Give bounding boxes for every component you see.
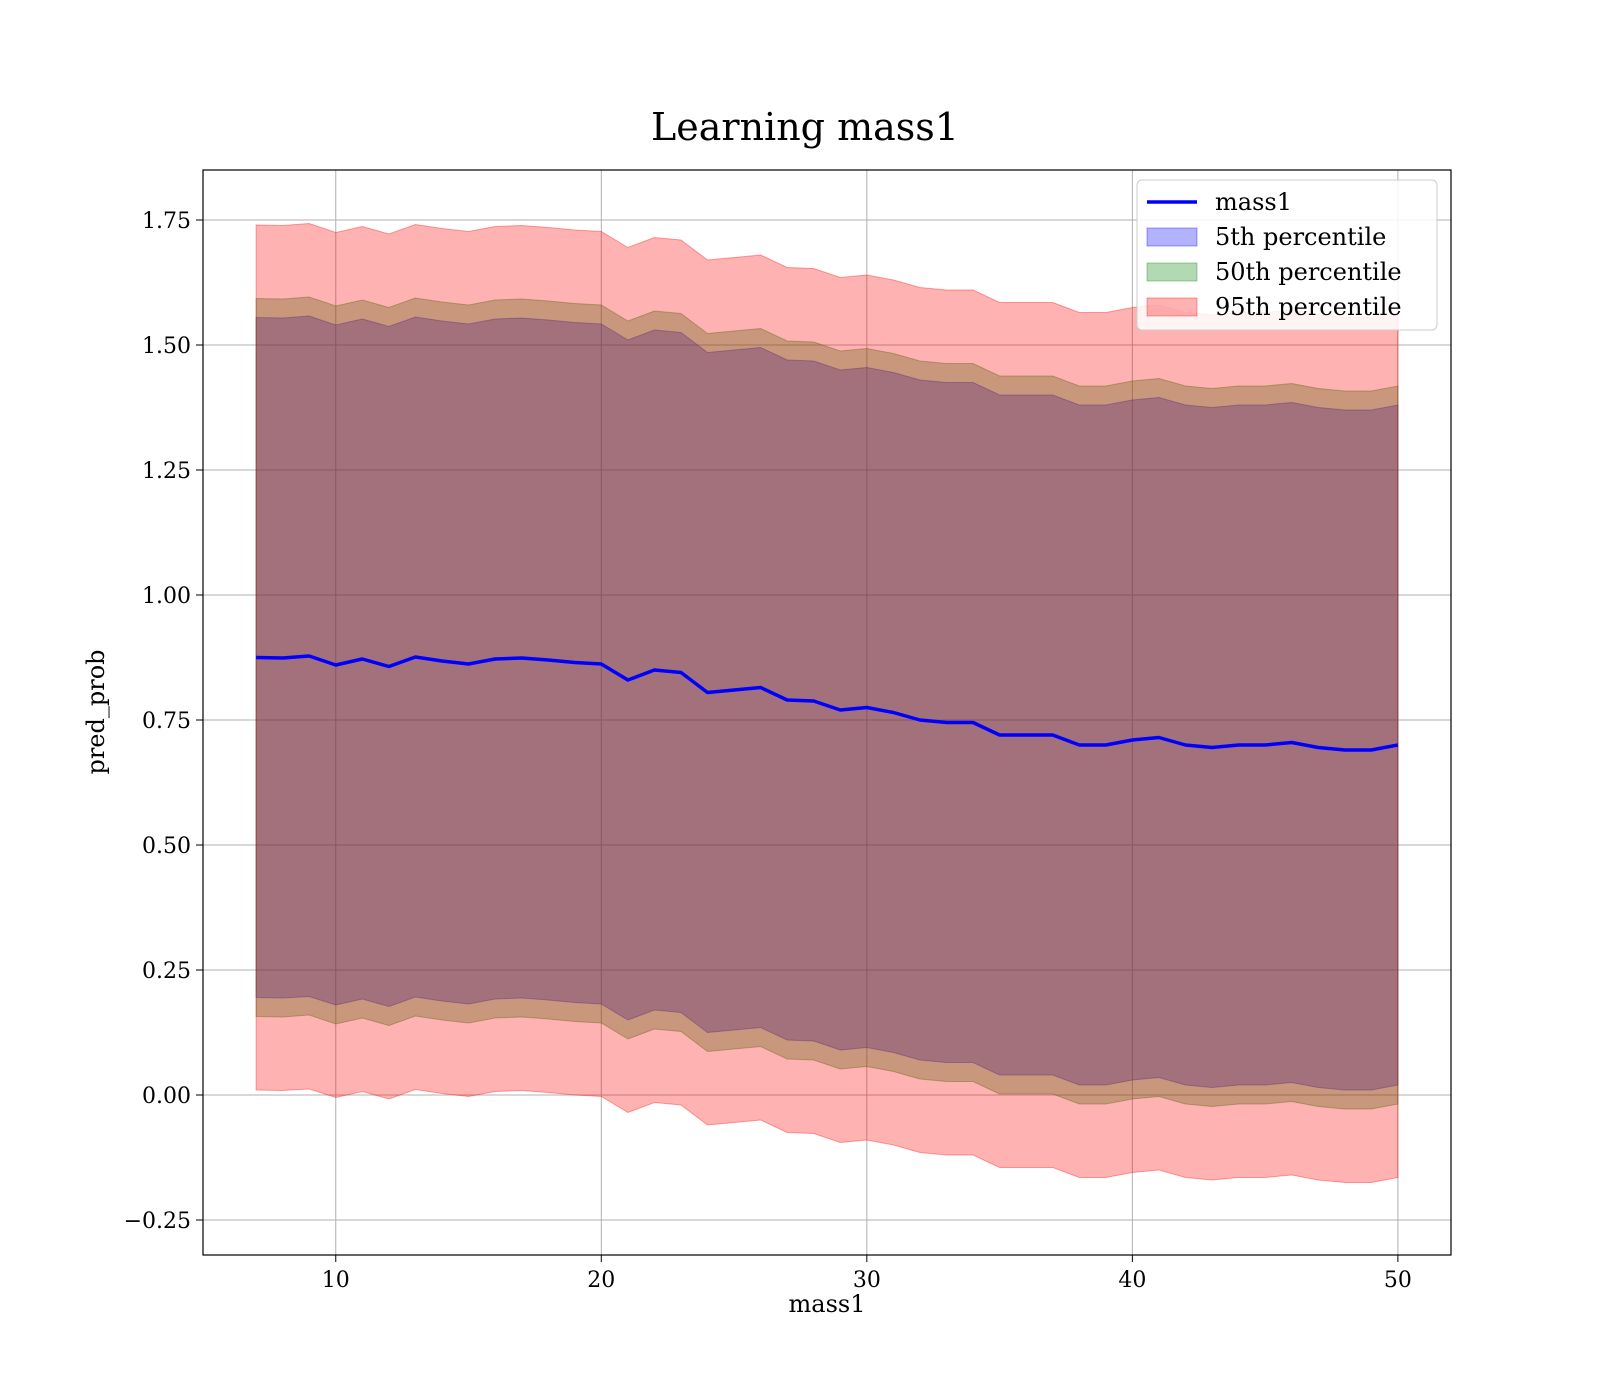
bands: [255, 222, 1399, 1183]
legend-label: 5th percentile: [1215, 223, 1386, 251]
legend-box: [1136, 179, 1438, 331]
plot-frame: [202, 169, 1452, 1256]
y-tick-label: −0.25: [124, 1209, 191, 1234]
legend-swatch: [1146, 297, 1198, 317]
legend-label: mass1: [1215, 188, 1292, 216]
legend: mass1 5th percentile 50th percentile 95th p…: [1136, 179, 1438, 331]
band-1: [255, 315, 1399, 1091]
band-3: [255, 222, 1399, 1183]
chart-title: Learning mass1: [651, 105, 959, 149]
x-axis-label: mass1: [789, 1290, 866, 1318]
series-line-mass1: [256, 654, 1399, 752]
legend-swatch: [1146, 227, 1198, 247]
legend-label: 95th percentile: [1215, 293, 1402, 321]
x-tick-label: 50: [1384, 1268, 1412, 1293]
lines: [256, 654, 1399, 752]
y-tick-label: 1.50: [142, 334, 191, 359]
y-tick-label: 0.00: [142, 1084, 191, 1109]
y-axis-label: pred_prob: [82, 649, 110, 774]
y-tick-label: 1.75: [142, 209, 191, 234]
y-axis: −0.25 0.00 0.25 0.50 0.75 1.00 1.25 1.50 1.75: [124, 209, 203, 1234]
y-tick-label: 1.00: [142, 584, 191, 609]
y-tick-label: 0.25: [142, 959, 191, 984]
y-tick-label: 1.25: [142, 459, 191, 484]
band-2: [255, 296, 1399, 1110]
x-axis: 10 20 30 40 50: [322, 1255, 1412, 1293]
x-tick-label: 30: [853, 1268, 881, 1293]
legend-label: 50th percentile: [1215, 258, 1402, 286]
x-tick-label: 20: [587, 1268, 615, 1293]
x-tick-label: 10: [322, 1268, 350, 1293]
y-tick-label: 0.75: [142, 709, 191, 734]
legend-swatch: [1146, 262, 1198, 282]
y-tick-label: 0.50: [142, 834, 191, 859]
x-tick-label: 40: [1118, 1268, 1146, 1293]
